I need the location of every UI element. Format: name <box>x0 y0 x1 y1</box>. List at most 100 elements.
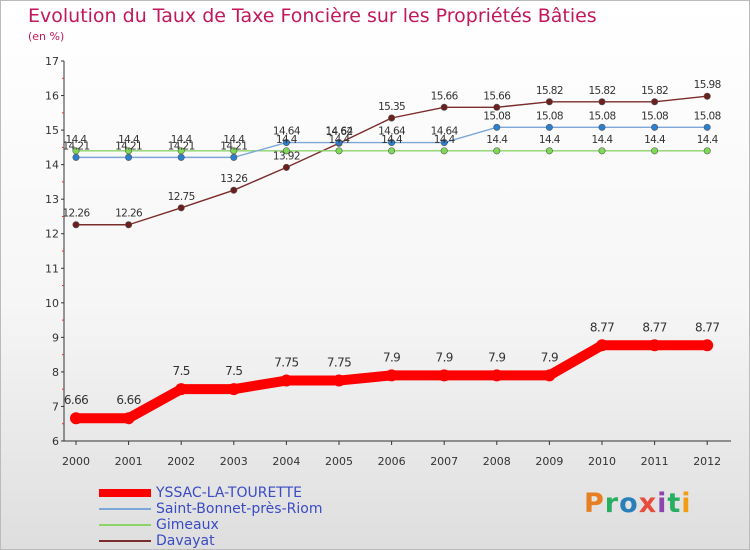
data-point <box>177 204 185 212</box>
series-layer <box>70 92 714 425</box>
x-tick-label: 2009 <box>535 455 563 468</box>
data-label: 15.82 <box>641 85 668 97</box>
data-point <box>227 383 240 396</box>
y-tick-label: 9 <box>52 331 59 344</box>
data-point <box>388 114 396 122</box>
data-point <box>598 123 606 131</box>
x-tick-label: 2012 <box>693 455 721 468</box>
data-point <box>596 339 608 352</box>
data-label: 7.75 <box>274 356 298 370</box>
data-point <box>440 147 448 155</box>
data-label: 7.9 <box>488 350 505 364</box>
x-tick-label: 2000 <box>62 455 90 468</box>
data-label: 8.77 <box>695 320 719 334</box>
y-tick-label: 6 <box>52 435 59 448</box>
data-label: 14.4 <box>223 134 245 146</box>
data-label: 15.98 <box>694 79 721 91</box>
unit-label: (en %) <box>28 30 65 43</box>
data-point <box>230 153 238 161</box>
data-label: 14.4 <box>539 134 561 146</box>
data-point <box>648 339 661 352</box>
data-point <box>440 103 448 111</box>
data-point <box>440 139 448 147</box>
data-label: 14.4 <box>592 134 614 146</box>
data-point <box>701 339 714 352</box>
data-point <box>333 374 345 387</box>
data-label: 14.64 <box>273 126 301 138</box>
data-label: 12.75 <box>168 191 195 203</box>
data-point <box>280 374 293 387</box>
y-tick-label: 12 <box>45 228 59 241</box>
data-point <box>651 123 659 131</box>
y-tick-label: 8 <box>52 366 59 379</box>
y-tick-label: 13 <box>45 193 59 206</box>
data-point <box>493 103 501 111</box>
legend-label: Saint-Bonnet-près-Riom <box>156 501 323 517</box>
data-label: 14.4 <box>66 134 88 146</box>
data-label: 8.77 <box>590 320 614 334</box>
x-tick-label: 2008 <box>483 455 511 468</box>
data-label: 7.9 <box>436 350 453 364</box>
data-label: 14.4 <box>697 134 719 146</box>
data-point <box>703 147 711 155</box>
data-point <box>177 153 185 161</box>
logo-letter: x <box>638 488 658 519</box>
data-point <box>438 369 451 382</box>
data-point <box>388 139 396 147</box>
logo-letter: r <box>604 488 620 519</box>
data-point <box>490 369 503 382</box>
x-tick-label: 2003 <box>220 455 248 468</box>
data-label: 15.66 <box>483 90 511 102</box>
y-tick-label: 11 <box>45 262 59 275</box>
data-label: 12.26 <box>115 208 143 220</box>
data-label: 7.9 <box>541 350 558 364</box>
data-label: 14.64 <box>378 126 406 138</box>
data-point <box>122 412 135 425</box>
data-point <box>493 147 501 155</box>
data-point <box>543 369 556 382</box>
data-point <box>282 163 290 171</box>
data-label: 15.08 <box>641 110 668 122</box>
legend-label: Davayat <box>156 533 215 549</box>
data-point <box>598 98 606 106</box>
data-label: 14.4 <box>276 134 298 146</box>
data-label: 12.26 <box>62 208 90 220</box>
data-point <box>335 139 343 147</box>
x-tick-label: 2011 <box>641 455 669 468</box>
data-point <box>598 147 606 155</box>
y-tick-label: 10 <box>45 297 59 310</box>
data-labels-layer: 6.66 6.66 7.5 7.5 7.75 7.75 7.9 7.9 7.9 7.9 8.77 8.… <box>62 79 721 407</box>
data-label: 14.4 <box>329 134 351 146</box>
y-tick-label: 17 <box>45 55 59 68</box>
data-label: 14.4 <box>171 134 193 146</box>
data-label: 13.92 <box>273 150 300 162</box>
data-point <box>651 147 659 155</box>
data-label: 15.82 <box>588 85 615 97</box>
data-label: 14.21 <box>220 140 247 152</box>
data-label: 14.62 <box>325 126 352 138</box>
data-label: 15.08 <box>588 110 615 122</box>
logo-letter: o <box>619 488 639 519</box>
axes: 6 7 8 9 10 11 12 13 14 15 16 17 2000 2001 2002 2003 2004… <box>45 55 731 468</box>
data-point <box>175 383 188 396</box>
data-label: 13.26 <box>220 173 248 185</box>
data-label: 14.4 <box>381 134 403 146</box>
data-label: 15.35 <box>378 101 405 113</box>
x-tick-label: 2004 <box>272 455 300 468</box>
y-tick-label: 15 <box>45 124 59 137</box>
data-label: 15.08 <box>536 110 563 122</box>
data-point <box>545 147 553 155</box>
data-label: 8.77 <box>642 320 666 334</box>
x-tick-label: 2010 <box>588 455 616 468</box>
data-point <box>651 98 659 106</box>
data-label: 14.64 <box>325 126 353 138</box>
legend-label: Gimeaux <box>156 517 219 533</box>
data-point <box>72 153 80 161</box>
data-point <box>545 123 553 131</box>
legend-swatch <box>99 508 151 510</box>
data-point <box>703 123 711 131</box>
data-point <box>545 98 553 106</box>
data-point <box>125 153 133 161</box>
data-label: 6.66 <box>64 393 88 407</box>
